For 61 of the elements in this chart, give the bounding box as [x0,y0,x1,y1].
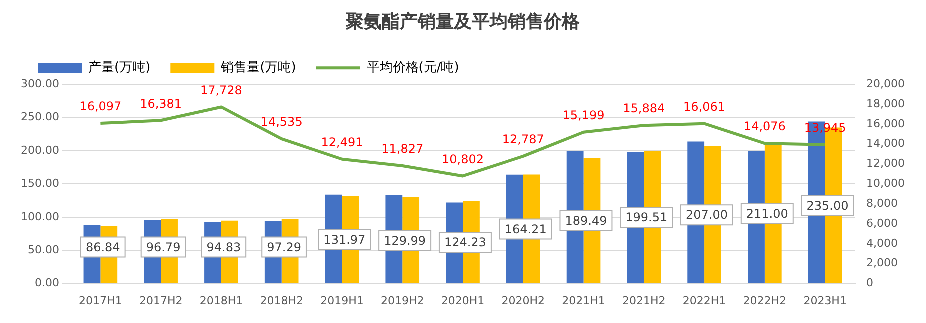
y2-tick-label: 8,000 [866,196,898,210]
x-tick-label: 2019H1 [320,294,364,308]
legend-label: 销售量(万吨) [220,60,296,76]
y-tick-label: 300.00 [20,77,60,90]
data-label: 15,884 [623,102,666,116]
data-label: 131.97 [324,233,366,248]
data-label: 164.21 [504,222,547,236]
legend-label: 平均价格(元/吨) [366,60,460,76]
data-label: 211.00 [746,206,788,221]
data-label: 13,945 [804,121,846,136]
legend-label: 产量(万吨) [88,60,151,76]
y2-tick-label: 16,000 [866,117,906,130]
data-label: 94.83 [206,240,242,254]
x-tick-label: 2022H2 [743,294,787,308]
y-tick-label: 100.00 [20,210,60,224]
x-tick-label: 2018H2 [260,294,304,308]
x-tick-label: 2020H2 [502,294,546,308]
data-label: 12,787 [502,132,544,147]
data-label: 14,076 [744,120,786,134]
data-label: 124.23 [444,236,486,250]
data-label: 15,199 [562,108,605,123]
y2-tick-label: 6,000 [866,216,898,230]
data-label: 86.84 [86,240,120,254]
data-label: 11,827 [382,142,424,156]
data-label: 96.79 [146,240,181,254]
y2-tick-label: 4,000 [866,236,898,250]
y2-tick-label: 20,000 [866,77,906,90]
data-label: 10,802 [442,152,484,166]
y2-tick-label: 2,000 [866,256,898,270]
data-label: 16,061 [684,100,726,114]
x-tick-label: 2023H1 [804,294,847,308]
data-label: 129.99 [384,234,426,248]
data-label: 16,381 [140,96,182,111]
y-tick-label: 150.00 [20,177,60,190]
x-tick-label: 2022H1 [682,294,726,308]
data-label: 235.00 [806,198,849,213]
x-tick-label: 2017H1 [79,294,122,308]
y-tick-label: 50.00 [28,243,60,256]
data-label: 207.00 [686,208,728,222]
data-label: 97.29 [267,240,302,254]
x-tick-label: 2021H2 [622,294,666,308]
y-tick-label: 0.00 [34,276,60,290]
data-label: 16,097 [80,100,122,114]
y-tick-label: 200.00 [20,144,60,157]
chart-title: 聚氨酯产销量及平均销售价格 [345,11,581,32]
data-label: 17,728 [200,83,242,98]
y2-tick-label: 14,000 [866,137,906,150]
x-tick-label: 2021H1 [562,294,606,308]
y2-tick-label: 12,000 [866,157,906,170]
data-label: 199.51 [626,210,668,225]
x-tick-label: 2017H2 [139,294,183,308]
x-tick-label: 2018H1 [200,294,244,308]
data-label: 189.49 [565,214,608,228]
data-label: 14,535 [260,115,303,130]
y2-tick-label: 18,000 [866,97,906,110]
y2-tick-label: 0 [866,276,874,290]
y-tick-label: 250.00 [20,110,60,124]
x-tick-label: 2019H2 [380,294,424,308]
y2-tick-label: 10,000 [866,177,906,190]
x-tick-label: 2020H1 [441,294,485,308]
data-label: 12,491 [321,136,364,150]
